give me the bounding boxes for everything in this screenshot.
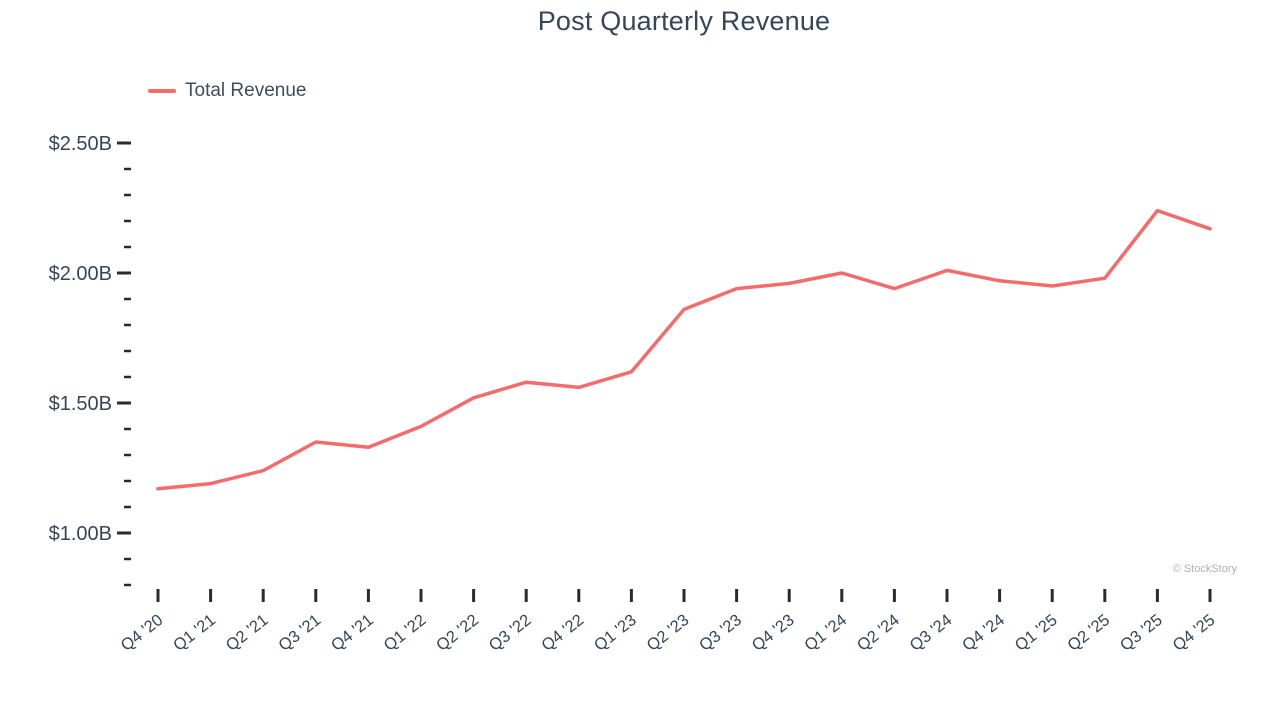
y-tick-label: $1.00B — [49, 523, 112, 545]
y-axis: $2.50B $2.00B $1.50B $1.00B — [49, 133, 131, 587]
x-tick-label: Q3 '23 — [696, 611, 745, 655]
x-tick-label: Q4 '21 — [328, 611, 377, 655]
x-tick-label: Q3 '25 — [1117, 611, 1166, 655]
x-tick-label: Q3 '21 — [275, 611, 324, 655]
x-tick-label: Q1 '24 — [801, 611, 850, 655]
x-tick-label: Q4 '24 — [959, 611, 1008, 655]
x-tick-label: Q2 '25 — [1064, 611, 1113, 655]
total-revenue-line — [156, 208, 1212, 491]
x-tick-label: Q1 '25 — [1012, 611, 1061, 655]
x-tick-label: Q4 '23 — [749, 611, 798, 655]
y-tick-label: $2.50B — [49, 133, 112, 155]
x-tick-label: Q4 '25 — [1169, 611, 1218, 655]
legend-label: Total Revenue — [185, 80, 307, 101]
x-tick-label: Q4 '20 — [117, 611, 166, 655]
x-tick-label: Q2 '23 — [643, 611, 692, 655]
x-tick-label: Q4 '22 — [538, 611, 587, 655]
x-tick-label: Q2 '22 — [433, 611, 482, 655]
watermark: © StockStory — [1172, 563, 1237, 575]
x-tick-label: Q1 '22 — [380, 611, 429, 655]
legend: Total Revenue — [148, 80, 306, 102]
x-tick-label: Q1 '21 — [170, 611, 219, 655]
x-axis: Q4 '20 Q1 '21 Q2 '21 Q3 '21 Q4 '21 Q1 '22 Q2 '… — [117, 589, 1218, 655]
y-tick-label: $2.00B — [49, 263, 112, 285]
legend-line-swatch — [148, 89, 176, 93]
x-tick-label: Q3 '24 — [906, 611, 955, 655]
x-tick-label: Q2 '24 — [854, 611, 903, 655]
x-tick-label: Q2 '21 — [223, 611, 272, 655]
chart-title: Post Quarterly Revenue — [537, 6, 831, 36]
x-tick-label: Q3 '22 — [486, 611, 535, 655]
y-tick-label: $1.50B — [49, 393, 112, 415]
x-tick-label: Q1 '23 — [591, 611, 640, 655]
